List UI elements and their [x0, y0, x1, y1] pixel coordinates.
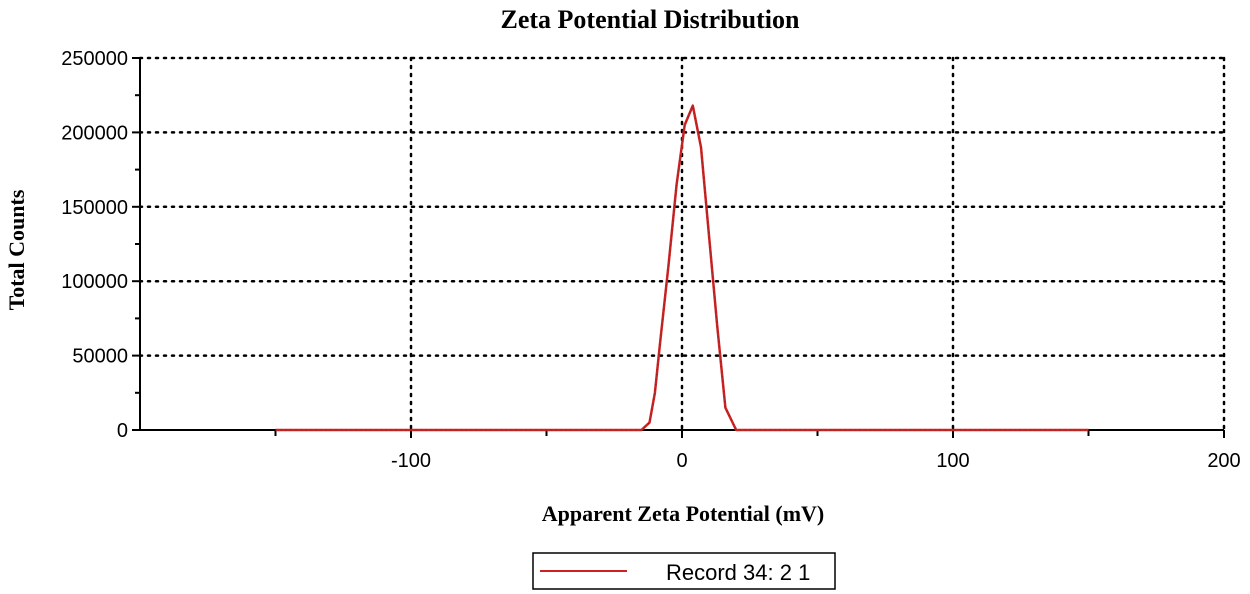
x-tick-label: 0: [676, 450, 687, 472]
y-tick-label: 250000: [61, 48, 128, 70]
y-tick-label: 50000: [72, 346, 128, 368]
y-tick-label: 0: [117, 420, 128, 442]
x-tick-label: 100: [936, 450, 969, 472]
x-tick-label: -100: [391, 450, 431, 472]
y-tick-label: 100000: [61, 271, 128, 293]
y-tick-label: 200000: [61, 122, 128, 144]
legend: Record 34: 2 1: [532, 552, 836, 590]
chart-title: Zeta Potential Distribution: [501, 5, 801, 34]
grid-lines: [138, 56, 1226, 432]
legend-label: Record 34: 2 1: [666, 560, 810, 585]
tick-marks: [132, 57, 1225, 438]
y-axis-label: Total Counts: [4, 189, 29, 310]
series-lines: [275, 103, 1089, 432]
series-line-dots: [275, 103, 1089, 431]
y-tick-label: 150000: [61, 197, 128, 219]
x-tick-label: 200: [1207, 450, 1240, 472]
x-axis-label: Apparent Zeta Potential (mV): [542, 501, 825, 526]
tick-labels: 0 50000 100000 150000 200000 250000 -100 0 100 20…: [61, 48, 1240, 472]
